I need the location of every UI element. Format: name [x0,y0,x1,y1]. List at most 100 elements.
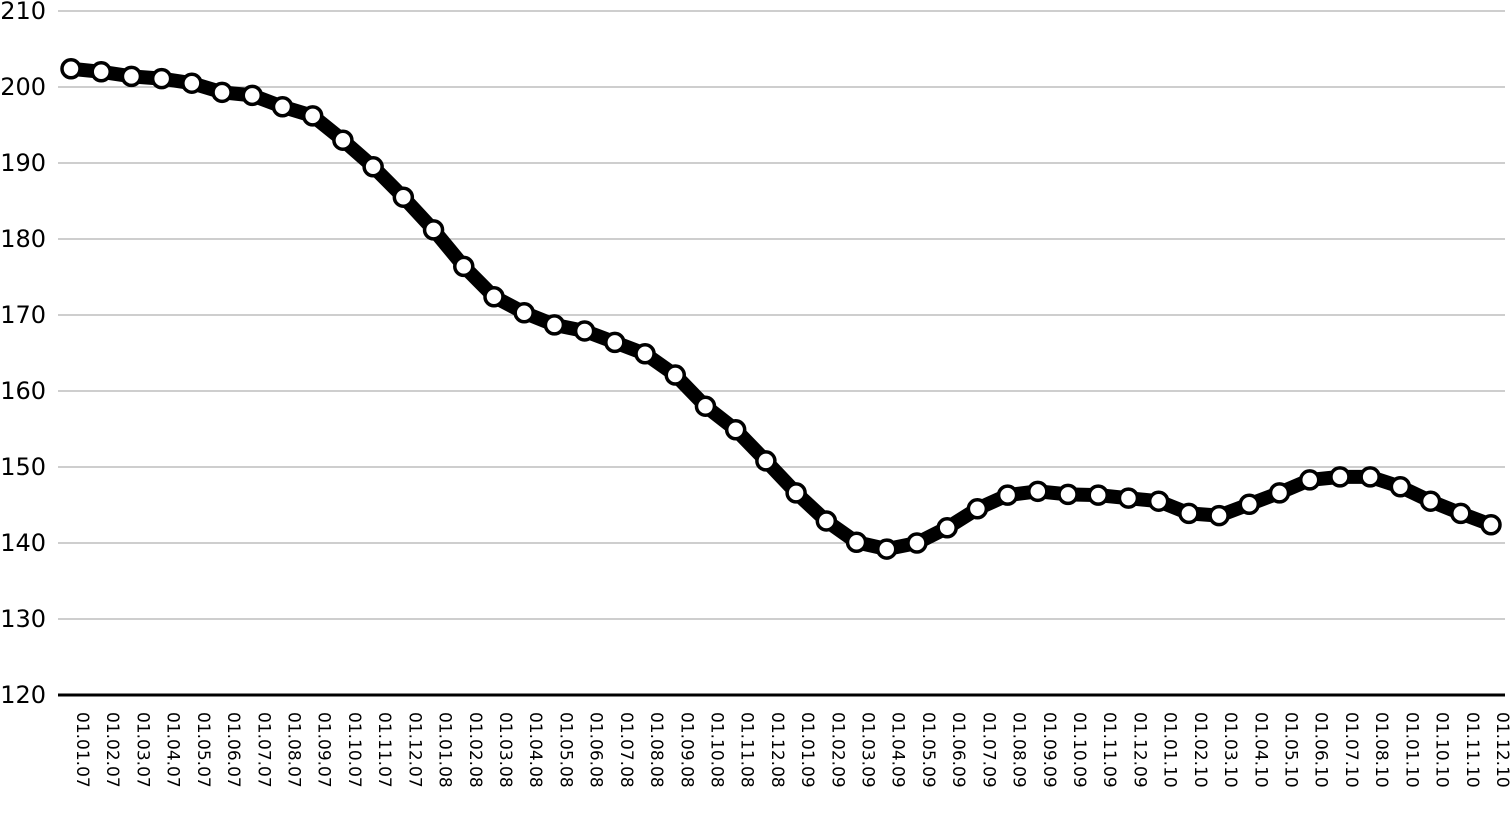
x-tick-label: 01.01.10 [1401,712,1421,788]
data-point [1087,484,1109,506]
data-point [875,538,898,560]
data-point [1419,490,1442,512]
x-tick-label: 01.09.09 [1039,712,1059,788]
data-point [1389,476,1412,498]
data-point [815,510,838,532]
data-point [90,61,112,83]
x-tick-label: 01.04.08 [525,712,545,788]
data-point [332,129,354,151]
x-tick-label: 01.01.09 [797,712,817,788]
data-point [362,156,384,178]
y-tick-label: 210 [0,0,46,25]
data-point [211,81,233,104]
data-point [1450,502,1472,525]
data-point [1329,466,1351,488]
y-tick-label: 180 [0,225,46,253]
x-tick-label: 01.09.07 [314,712,334,788]
x-tick-label: 01.03.08 [495,712,515,788]
x-tick-label: 01.10.07 [344,712,364,788]
x-tick-label: 01.12.09 [1129,712,1149,788]
data-point [60,58,82,80]
x-tick-label: 01.08.07 [283,712,303,788]
x-tick-label: 01.03.09 [858,712,878,788]
x-tick-label: 01.03.10 [1220,712,1240,788]
series-markers [60,58,1502,560]
data-point [1298,469,1321,491]
x-tick-label: 01.03.07 [132,712,152,788]
x-tick-label: 01.09.08 [676,712,696,788]
x-tick-label: 01.02.09 [827,712,847,788]
data-point [1480,514,1502,536]
x-tick-label: 01.05.07 [193,712,213,788]
x-tick-label: 01.04.07 [163,712,183,788]
data-point [1057,483,1079,506]
data-point [1238,493,1261,515]
data-point [1027,480,1049,503]
gridlines [58,10,1505,620]
data-point [845,531,868,553]
y-axis-ticks: 120 130 140 150 160 170 180 190 200 210 [0,0,46,709]
x-tick-label: 01.12.10 [1492,712,1512,788]
data-point [1147,490,1170,512]
x-tick-label: 01.07.08 [616,712,636,788]
data-point [1268,482,1291,504]
x-tick-label: 01.11.10 [1462,712,1482,788]
x-tick-label: 01.05.09 [918,712,938,788]
data-point [785,482,807,504]
y-tick-label: 120 [0,681,46,709]
x-tick-label: 01.07.07 [253,712,273,788]
x-tick-label: 01.11.08 [737,712,757,788]
x-tick-label: 01.05.10 [1281,712,1301,788]
data-point [271,96,294,118]
x-tick-label: 01.07.09 [978,712,998,788]
x-tick-label: 01.10.09 [1069,712,1089,788]
data-point [150,67,173,90]
x-tick-label: 01.12.07 [404,712,424,788]
x-tick-label: 01.06.08 [586,712,606,788]
data-point [392,186,415,208]
data-point [1208,504,1230,527]
data-point [996,484,1019,506]
x-tick-label: 01.01.07 [72,712,92,788]
data-point [1178,502,1200,525]
y-tick-label: 170 [0,301,46,329]
data-point [604,331,626,354]
x-tick-label: 01.08.09 [1009,712,1029,788]
data-point [453,255,475,278]
data-point [120,65,143,88]
data-point [694,395,717,417]
x-tick-label: 01.04.09 [888,712,908,788]
y-tick-label: 200 [0,73,46,101]
y-tick-label: 150 [0,453,46,481]
data-point [1117,487,1140,509]
y-tick-label: 140 [0,529,46,557]
data-point [513,301,535,324]
x-tick-label: 01.02.07 [102,712,122,788]
x-axis-ticks: 01.01.07 01.02.07 01.03.07 01.04.07 01.05.07… [72,712,1512,788]
data-point [301,105,324,127]
x-tick-label: 01.02.10 [1190,712,1210,788]
x-tick-label: 01.08.08 [646,712,666,788]
y-tick-label: 190 [0,149,46,177]
x-tick-label: 01.11.07 [374,712,394,788]
x-tick-label: 01.01.08 [435,712,455,788]
data-point [181,72,203,94]
data-point [936,517,958,539]
data-point [634,343,656,365]
x-tick-label: 01.06.07 [223,712,243,788]
series-line [70,61,1494,557]
data-point [483,286,505,308]
x-tick-label: 01.04.10 [1250,712,1270,788]
x-tick-label: 01.06.09 [948,712,968,788]
data-point [422,219,445,241]
y-tick-label: 160 [0,377,46,405]
y-tick-label: 130 [0,605,46,633]
x-tick-label: 01.01.10 [1160,712,1180,788]
data-point [906,532,928,554]
x-tick-label: 01.11.09 [1099,712,1119,788]
x-tick-label: 01.05.08 [555,712,575,788]
data-point [241,84,264,107]
x-tick-label: 01.06.10 [1311,712,1331,788]
x-tick-label: 01.10.08 [706,712,726,788]
